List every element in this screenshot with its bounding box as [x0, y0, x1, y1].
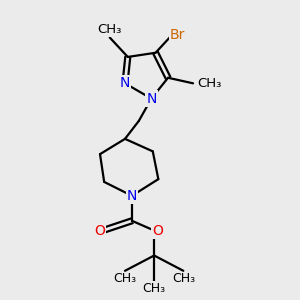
- Text: N: N: [127, 189, 137, 203]
- Text: CH₃: CH₃: [98, 23, 122, 36]
- Text: N: N: [146, 92, 157, 106]
- Text: CH₃: CH₃: [197, 77, 222, 90]
- Text: O: O: [152, 224, 163, 238]
- Text: N: N: [120, 76, 130, 90]
- Text: Br: Br: [170, 28, 185, 42]
- Text: O: O: [94, 224, 105, 238]
- Text: CH₃: CH₃: [172, 272, 195, 285]
- Text: CH₃: CH₃: [113, 272, 136, 285]
- Text: CH₃: CH₃: [142, 282, 166, 295]
